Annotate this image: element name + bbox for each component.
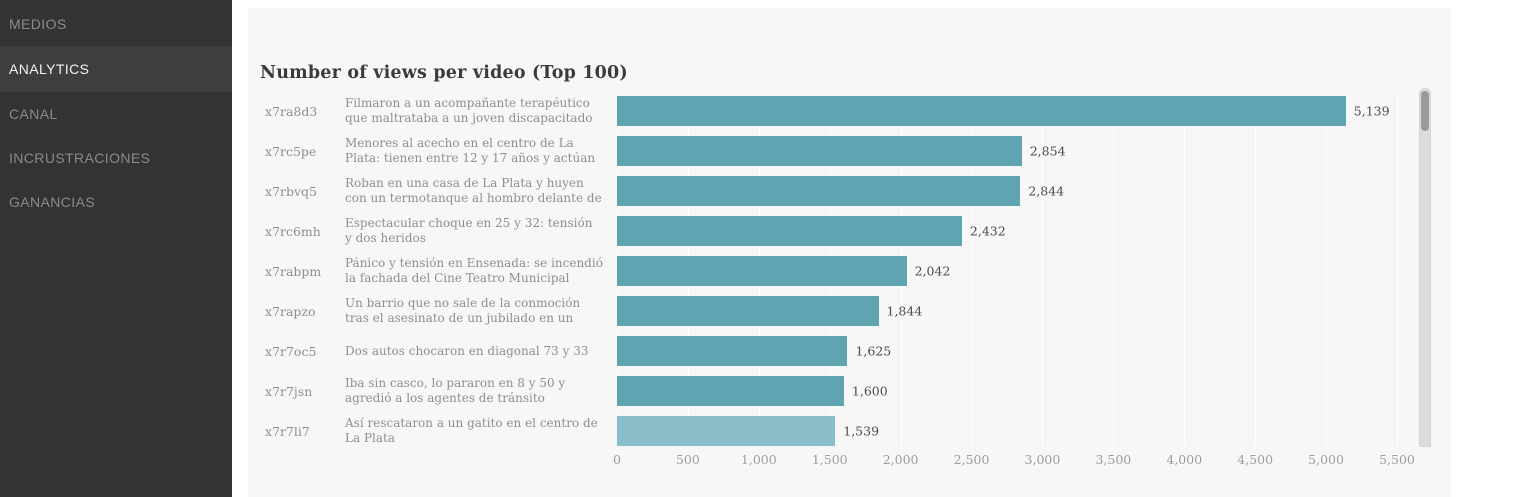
video-row: x7rapzo Un barrio que no sale de la conm… [248,291,1451,331]
chart-rows: x7ra8d3 Filmaron a un acompañante terapé… [248,91,1451,451]
views-value-label: 2,432 [969,223,1006,239]
video-row: x7r7li7 Así rescataron a un gatito en el… [248,411,1451,451]
x-axis-tick-label: 5,000 [1308,452,1344,467]
gridline [1255,93,1257,447]
x-axis-tick-label: 4,500 [1237,452,1274,467]
video-title-label: Menores al acecho en el centro de La Pla… [345,136,596,165]
x-axis-tick-label: 500 [675,452,700,467]
views-bar[interactable] [617,376,844,406]
sidebar-item-analytics[interactable]: ANALYTICS [0,46,232,92]
bar-cell: 1,539 [617,411,1399,451]
scrollbar-thumb[interactable] [1421,91,1429,131]
sidebar: MEDIOS ANALYTICS CANAL INCRUSTRACIONES G… [0,0,232,497]
x-axis-tick-label: 2,500 [953,452,990,467]
views-value-label: 2,844 [1028,183,1065,199]
x-axis-tick-label: 4,000 [1166,452,1203,467]
analytics-panel: Number of views per video (Top 100) x7ra… [248,8,1451,497]
bar-cell: 2,854 [617,131,1399,171]
bar-cell: 5,139 [617,91,1399,131]
x-axis-tick-label: 3,500 [1095,452,1132,467]
bar-cell: 2,432 [617,211,1399,251]
video-row: x7rabpm Pánico y tensión en Ensenada: se… [248,251,1451,291]
gridline [1184,93,1186,447]
gridline [1397,93,1398,447]
x-axis-tick-label: 2,000 [882,452,919,467]
x-axis-tick-label: 1,000 [740,452,777,467]
video-row: x7rc5pe Menores al acecho en el centro d… [248,131,1451,171]
video-title-label: Roban en una casa de La Plata y huyen co… [345,176,602,205]
views-value-label: 5,139 [1353,103,1390,119]
views-value-label: 1,539 [843,423,880,439]
gridline [1042,93,1044,447]
sidebar-item-label: ANALYTICS [9,61,90,77]
video-title-label: Un barrio que no sale de la conmoción tr… [345,296,581,325]
video-title-label: Así rescataron a un gatito en el centro … [345,416,598,445]
sidebar-item-label: GANANCIAS [9,194,96,210]
sidebar-item-label: MEDIOS [9,16,67,32]
scrollbar-track[interactable] [1419,88,1431,447]
chart-title: Number of views per video (Top 100) [260,63,628,83]
video-row: x7r7oc5 Dos autos chocaron en diagonal 7… [248,331,1451,371]
x-axis-tick-label: 3,000 [1024,452,1061,467]
video-row: x7r7jsn Iba sin casco, lo pararon en 8 y… [248,371,1451,411]
sidebar-item-ganancias[interactable]: GANANCIAS [0,180,232,224]
video-id-label: x7rapzo [265,303,316,319]
sidebar-item-label: CANAL [9,106,58,122]
views-bar[interactable] [617,256,907,286]
x-axis: 0 500 1,000 1,500 2,000 2,500 3,000 3,500 4,000 4… [613,452,1415,472]
x-axis-tick-label: 5,500 [1379,452,1415,467]
views-value-label: 2,854 [1029,143,1066,159]
gridline [1113,93,1115,447]
views-bar[interactable] [617,296,879,326]
video-id-label: x7r7oc5 [265,343,317,359]
video-title-label: Filmaron a un acompañante terapéutico qu… [345,96,593,125]
video-title-label: Dos autos chocaron en diagonal 73 y 33 [345,343,589,358]
video-title-label: Iba sin casco, lo pararon en 8 y 50 y ag… [345,376,566,405]
video-row: x7rc6mh Espectacular choque en 25 y 32: … [248,211,1451,251]
video-id-label: x7rc5pe [265,143,317,159]
views-bar[interactable] [617,416,836,446]
views-value-label: 1,844 [886,303,923,319]
views-bar[interactable] [617,336,848,366]
video-id-label: x7ra8d3 [265,103,318,119]
video-id-label: x7r7jsn [265,383,313,399]
views-value-label: 2,042 [914,263,951,279]
views-bar[interactable] [617,176,1021,206]
video-id-label: x7rc6mh [265,223,321,239]
bar-cell: 1,600 [617,371,1399,411]
views-value-label: 1,600 [851,383,888,399]
views-bar[interactable] [617,216,962,246]
gridline [971,93,973,447]
video-title-label: Pánico y tensión en Ensenada: se incendi… [345,256,603,285]
video-id-label: x7rabpm [265,263,322,279]
bar-cell: 1,844 [617,291,1399,331]
sidebar-item-medios[interactable]: MEDIOS [0,2,232,46]
video-id-label: x7rbvq5 [265,183,317,199]
views-bar[interactable] [617,136,1022,166]
bar-cell: 1,625 [617,331,1399,371]
bar-cell: 2,042 [617,251,1399,291]
sidebar-item-incrustraciones[interactable]: INCRUSTRACIONES [0,136,232,180]
sidebar-item-canal[interactable]: CANAL [0,92,232,136]
video-title-label: Espectacular choque en 25 y 32: tensión … [345,216,593,245]
x-axis-tick-label: 0 [613,452,621,467]
video-id-label: x7r7li7 [265,423,310,439]
views-bar[interactable] [617,96,1346,126]
video-row: x7ra8d3 Filmaron a un acompañante terapé… [248,91,1451,131]
video-row: x7rbvq5 Roban en una casa de La Plata y … [248,171,1451,211]
bar-cell: 2,844 [617,171,1399,211]
x-axis-tick-label: 1,500 [811,452,848,467]
sidebar-item-label: INCRUSTRACIONES [9,150,151,166]
gridline [1326,93,1328,447]
views-value-label: 1,625 [855,343,892,359]
